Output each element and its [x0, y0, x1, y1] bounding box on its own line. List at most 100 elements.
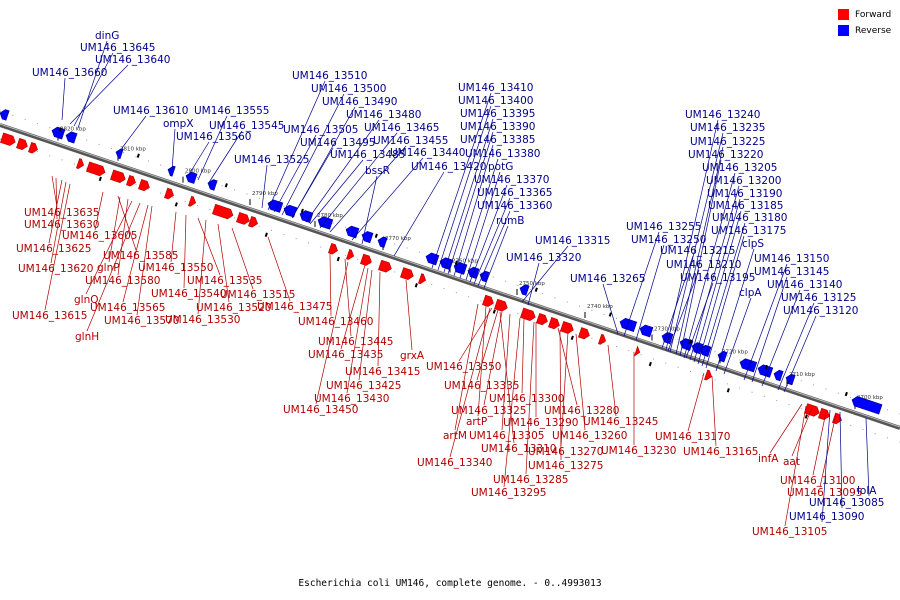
forward-gene-label[interactable]: UM146_13310: [481, 443, 556, 455]
forward-gene-label[interactable]: glnQ: [74, 294, 99, 306]
forward-gene[interactable]: [560, 321, 575, 334]
forward-gene-label[interactable]: UM146_13620: [18, 263, 93, 275]
forward-gene-label[interactable]: UM146_13170: [655, 431, 730, 443]
reverse-gene-label[interactable]: UM146_13555: [194, 105, 269, 117]
reverse-gene-label[interactable]: UM146_13395: [460, 108, 535, 120]
forward-gene-label[interactable]: UM146_13475: [257, 301, 332, 313]
forward-gene[interactable]: [86, 161, 106, 177]
reverse-gene-label[interactable]: UM146_13215: [660, 245, 735, 257]
forward-gene[interactable]: [633, 345, 641, 357]
reverse-gene-label[interactable]: UM146_13220: [688, 149, 763, 161]
forward-gene-label[interactable]: UM146_13290: [503, 417, 578, 429]
forward-gene[interactable]: [236, 212, 251, 225]
forward-gene[interactable]: [536, 313, 549, 326]
forward-gene[interactable]: [126, 174, 137, 187]
forward-gene-label[interactable]: UM146_13635: [24, 207, 99, 219]
forward-gene[interactable]: [494, 298, 509, 312]
reverse-gene-label[interactable]: UM146_13200: [706, 175, 781, 187]
reverse-gene[interactable]: [344, 225, 360, 239]
reverse-gene-label[interactable]: UM146_13510: [292, 70, 367, 82]
reverse-gene-label[interactable]: UM146_13125: [781, 292, 856, 304]
forward-gene-label[interactable]: UM146_13625: [16, 243, 91, 255]
reverse-gene-label[interactable]: UM146_13525: [234, 154, 309, 166]
forward-gene-label[interactable]: UM146_13335: [444, 380, 519, 392]
forward-gene-label[interactable]: UM146_13430: [314, 393, 389, 405]
forward-gene[interactable]: [28, 141, 39, 154]
forward-gene-label[interactable]: UM146_13245: [583, 416, 658, 428]
reverse-gene-label[interactable]: UM146_13140: [767, 279, 842, 291]
reverse-gene-label[interactable]: UM146_13365: [477, 187, 552, 199]
forward-gene[interactable]: [704, 369, 713, 381]
reverse-gene-label[interactable]: UM146_13190: [707, 188, 782, 200]
forward-gene[interactable]: [110, 169, 126, 184]
reverse-gene-label[interactable]: UM146_13235: [690, 122, 765, 134]
reverse-gene[interactable]: [360, 230, 374, 244]
forward-gene-label[interactable]: UM146_13460: [298, 316, 373, 328]
forward-gene-label[interactable]: UM146_13230: [601, 445, 676, 457]
reverse-gene-label[interactable]: UM146_13485: [330, 149, 405, 161]
forward-gene[interactable]: [16, 137, 29, 151]
reverse-gene-label[interactable]: dinG: [95, 30, 119, 42]
forward-gene-label[interactable]: UM146_13270: [528, 446, 603, 458]
forward-gene-label[interactable]: UM146_13450: [283, 404, 358, 416]
reverse-gene-label[interactable]: UM146_13205: [702, 162, 777, 174]
reverse-gene-label[interactable]: UM146_13185: [708, 200, 783, 212]
reverse-gene[interactable]: [206, 178, 218, 191]
reverse-gene-label[interactable]: UM146_13610: [113, 105, 188, 117]
forward-gene-label[interactable]: UM146_13435: [308, 349, 383, 361]
forward-gene-label[interactable]: UM146_13535: [187, 275, 262, 287]
reverse-gene-label[interactable]: UM146_13390: [460, 121, 535, 133]
reverse-gene-label[interactable]: UM146_13085: [809, 497, 884, 509]
forward-gene-label[interactable]: glnH: [75, 331, 99, 343]
reverse-gene[interactable]: [376, 236, 388, 248]
forward-gene-label[interactable]: UM146_13445: [318, 336, 393, 348]
reverse-gene-label[interactable]: UM146_13645: [80, 42, 155, 54]
reverse-gene-label[interactable]: UM146_13175: [711, 225, 786, 237]
forward-gene[interactable]: [520, 307, 536, 322]
forward-gene[interactable]: [400, 267, 415, 281]
reverse-gene-label[interactable]: UM146_13505: [283, 124, 358, 136]
forward-gene[interactable]: [328, 242, 339, 255]
forward-gene-label[interactable]: UM146_13515: [220, 289, 295, 301]
forward-gene-label[interactable]: UM146_13340: [417, 457, 492, 469]
reverse-gene-label[interactable]: UM146_13180: [712, 212, 787, 224]
reverse-gene[interactable]: [64, 130, 78, 144]
forward-gene-label[interactable]: UM146_13550: [138, 262, 213, 274]
forward-gene-label[interactable]: UM146_13260: [552, 430, 627, 442]
forward-gene-label[interactable]: UM146_13285: [493, 474, 568, 486]
reverse-gene-label[interactable]: UM146_13225: [690, 136, 765, 148]
reverse-gene-label[interactable]: UM146_13465: [364, 122, 439, 134]
forward-gene-label[interactable]: grxA: [400, 350, 425, 362]
forward-gene-label[interactable]: UM146_13570: [104, 315, 179, 327]
forward-gene-label[interactable]: UM146_13580: [85, 275, 160, 287]
reverse-gene-label[interactable]: UM146_13500: [311, 83, 386, 95]
reverse-gene-label[interactable]: clpS: [742, 238, 764, 250]
reverse-gene-label[interactable]: UM146_13145: [754, 266, 829, 278]
reverse-gene-label[interactable]: UM146_13490: [322, 96, 397, 108]
reverse-gene-label[interactable]: UM146_13560: [176, 131, 251, 143]
forward-gene[interactable]: [578, 327, 591, 341]
reverse-gene-label[interactable]: UM146_13265: [570, 273, 645, 285]
reverse-gene-label[interactable]: bssR: [365, 165, 390, 177]
reverse-gene[interactable]: [282, 204, 298, 218]
reverse-gene-label[interactable]: UM146_13455: [373, 135, 448, 147]
forward-gene[interactable]: [138, 179, 151, 192]
reverse-gene-label[interactable]: UM146_13385: [460, 134, 535, 146]
reverse-gene-label[interactable]: potG: [488, 161, 513, 173]
reverse-gene-label[interactable]: UM146_13545: [209, 120, 284, 132]
forward-gene[interactable]: [378, 259, 393, 273]
reverse-gene[interactable]: [518, 283, 530, 296]
reverse-gene[interactable]: [618, 317, 638, 332]
reverse-gene-label[interactable]: UM146_13380: [465, 148, 540, 160]
reverse-gene-label[interactable]: clpA: [739, 287, 762, 299]
reverse-gene[interactable]: [772, 369, 784, 382]
reverse-gene[interactable]: [50, 126, 66, 140]
forward-gene-label[interactable]: UM146_13280: [544, 405, 619, 417]
forward-gene-label[interactable]: UM146_13615: [12, 310, 87, 322]
forward-gene[interactable]: [482, 294, 495, 308]
forward-gene-label[interactable]: glnP: [97, 262, 120, 274]
reverse-gene-label[interactable]: UM146_13320: [506, 252, 581, 264]
forward-gene-label[interactable]: UM146_13585: [103, 250, 178, 262]
reverse-gene[interactable]: [716, 350, 728, 363]
reverse-gene-label[interactable]: UM146_13255: [626, 221, 701, 233]
